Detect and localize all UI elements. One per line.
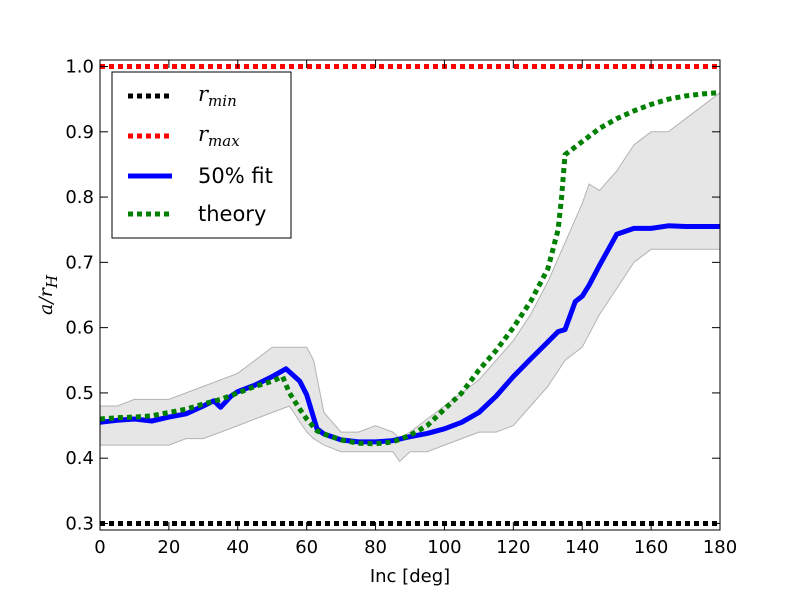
y-tick-label: 1.0 xyxy=(65,57,94,78)
y-tick-label: 0.6 xyxy=(65,318,94,339)
y-tick-label: 0.4 xyxy=(65,448,94,469)
legend-label-r-min-sub: min xyxy=(208,92,237,110)
legend: rmin rmax 50% fit theory xyxy=(111,71,292,239)
legend-label-50-fit: 50% fit xyxy=(198,164,273,188)
legend-label-theory: theory xyxy=(198,202,266,226)
legend-box xyxy=(111,71,292,239)
y-tick-label: 0.5 xyxy=(65,383,94,404)
x-tick-label: 80 xyxy=(364,537,387,558)
x-tick-label: 20 xyxy=(157,537,180,558)
y-tick-label: 0.8 xyxy=(65,187,94,208)
x-tick-label: 100 xyxy=(427,537,461,558)
tick-layer: 0 20 40 60 80 100 120 140 160 180 0.3 0.4 0.5 0.6 0.7 0… xyxy=(65,57,737,558)
series-line-theory xyxy=(99,90,721,447)
x-tick-label: 0 xyxy=(94,537,105,558)
y-tick-label: 0.9 xyxy=(65,122,94,143)
y-tick-label: 0.7 xyxy=(65,252,94,273)
y-axis-label: a/rH xyxy=(35,274,61,315)
series-layer xyxy=(99,64,721,526)
y-axis-label-base: a/r xyxy=(35,286,57,315)
legend-label-r-max-main: r xyxy=(198,122,210,146)
plot-frame xyxy=(99,59,721,531)
x-tick-label: 40 xyxy=(226,537,249,558)
legend-label-r-max-sub: max xyxy=(208,132,240,150)
legend-label-r-min: rmin xyxy=(198,82,237,110)
series-line-50-fit xyxy=(99,223,720,445)
x-tick-label: 140 xyxy=(565,537,599,558)
x-axis-label: Inc [deg] xyxy=(370,566,450,587)
x-tick-label: 120 xyxy=(496,537,530,558)
y-tick-label: 0.3 xyxy=(65,513,94,534)
x-tick-label: 160 xyxy=(634,537,668,558)
x-tick-label: 180 xyxy=(703,537,737,558)
legend-label-r-min-main: r xyxy=(198,82,210,106)
y-axis-label-sub: H xyxy=(43,274,61,289)
legend-label-r-max: rmax xyxy=(198,122,240,150)
x-tick-label: 60 xyxy=(295,537,318,558)
